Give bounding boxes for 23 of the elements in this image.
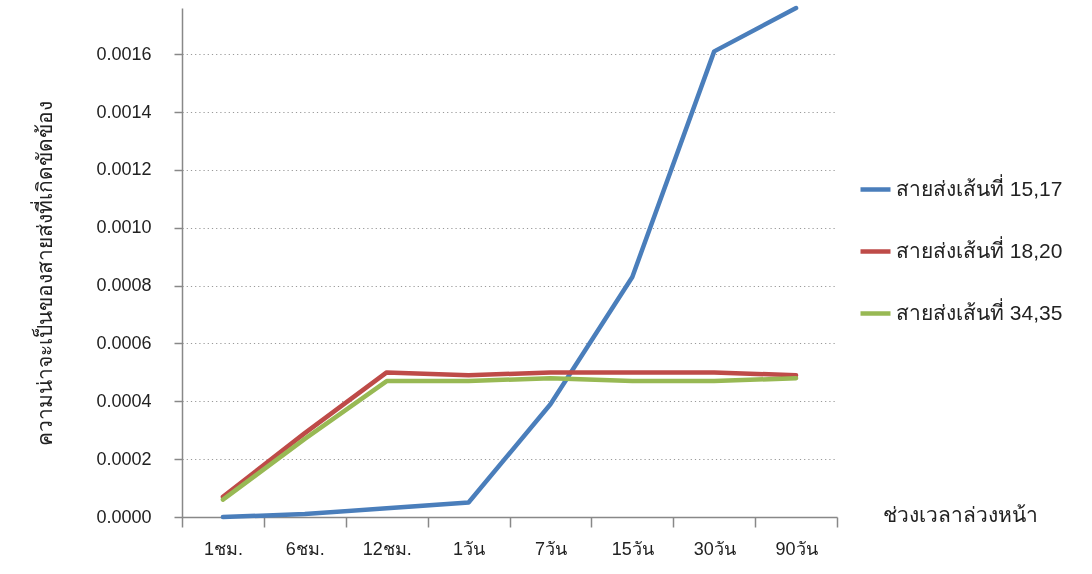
x-tick-label: 15วัน [611, 538, 654, 559]
x-tick-label: 90วัน [775, 538, 818, 559]
x-tick-label: 7วัน [534, 538, 567, 559]
legend-label: สายส่งเส้นที่ 34,35 [896, 297, 1063, 324]
y-tick-label: 0.0010 [96, 217, 152, 238]
x-tick-label: 1ชม. [203, 538, 243, 559]
y-tick-label: 0.0004 [96, 390, 152, 411]
legend-label: สายส่งเส้นที่ 18,20 [896, 235, 1063, 262]
x-tick-label: 6ชม. [285, 538, 325, 559]
line-series [220, 5, 799, 520]
y-axis-title: ความน่าจะเป็นของสายส่งที่เกิดขัดข้อง [29, 100, 56, 446]
y-tick-label: 0.0012 [96, 159, 152, 180]
x-tick-label: 30วัน [693, 538, 736, 559]
x-tick-label: 1วัน [453, 538, 486, 559]
legend-label: สายส่งเส้นที่ 15,17 [896, 173, 1063, 200]
y-tick-label: 0.0008 [96, 275, 152, 296]
y-tick-label: 0.0014 [96, 101, 152, 122]
y-tick-label: 0.0016 [96, 43, 152, 64]
y-tick-label: 0.0002 [96, 448, 152, 469]
x-tick-label: 12ชม. [362, 538, 412, 559]
y-tick-label: 0.0006 [96, 332, 152, 353]
y-tick-label: 0.0000 [96, 506, 152, 527]
x-axis-title: ช่วงเวลาล่วงหน้า [882, 502, 1038, 526]
